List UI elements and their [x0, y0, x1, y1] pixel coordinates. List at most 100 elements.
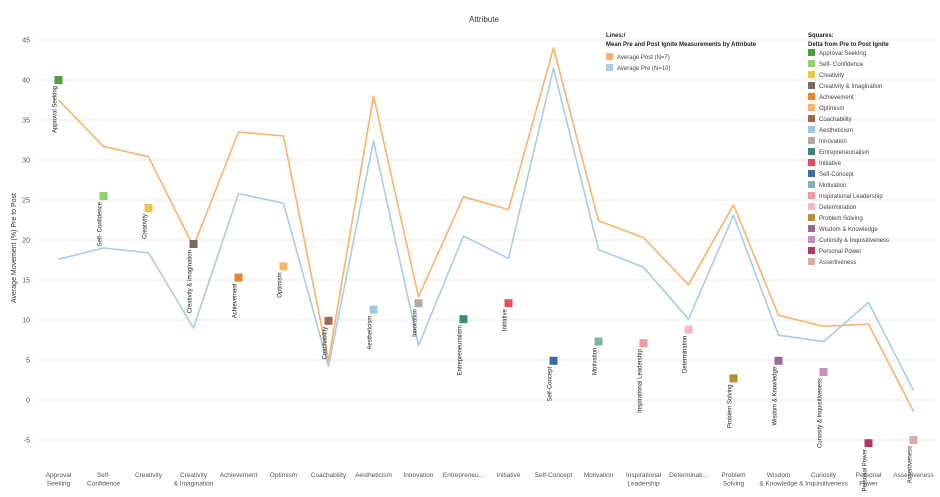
x-tick-label: Approval Seeking	[46, 472, 72, 488]
x-tick-label-part: & Knowledge	[759, 481, 798, 488]
square-label: Determination	[683, 336, 689, 373]
delta-square	[504, 299, 513, 308]
legend-square-swatch	[808, 203, 815, 210]
x-tick-label: Personal Power	[856, 472, 882, 488]
legend-line-label: Average Pre (N=10)	[617, 66, 670, 72]
legend-square-label: Creativity	[819, 73, 844, 79]
x-tick-label: Curiosity & Inquisitiveness	[799, 472, 849, 488]
y-tick-label: 15	[22, 278, 30, 285]
delta-square	[774, 356, 783, 365]
x-tick-label-part: Aestheticism	[355, 472, 392, 479]
legend-square-label: Coachability	[819, 117, 852, 123]
x-tick-label-part: Seeking	[47, 481, 71, 488]
square-label: Self- Confidence	[98, 201, 104, 246]
square-label: Inspirational Leadership	[638, 349, 644, 413]
x-tick-label-part: Innovation	[404, 472, 434, 479]
delta-square	[684, 325, 693, 334]
y-axis: -5 0 5 10 15 20 25 30 35 40 45	[22, 38, 30, 445]
y-tick-label: 40	[22, 78, 30, 85]
x-tick-label: Creativity	[135, 472, 163, 479]
x-tick-label: Entrepreneu...	[443, 472, 484, 479]
legend-square-swatch	[808, 71, 815, 78]
x-tick-label-part: Approval	[46, 472, 72, 479]
delta-square	[279, 262, 288, 271]
x-tick-label: Determinati...	[669, 472, 708, 479]
x-tick-label: Aestheticism	[355, 472, 392, 479]
delta-square	[324, 316, 333, 325]
square-label: Creativity & Imagination	[188, 250, 194, 313]
x-tick-label-part: Initiative	[497, 472, 521, 479]
x-tick-label-part: Self-Concept	[535, 472, 573, 479]
x-tick-label-part: Achievement	[220, 472, 258, 479]
square-label: Initiative	[503, 309, 509, 332]
square-label: Problem Solving	[728, 384, 734, 428]
delta-square	[639, 339, 648, 348]
x-tick-label-part: Confidence	[87, 481, 120, 488]
square-label: Coachability	[323, 327, 329, 360]
x-tick-label-part: Creativity	[180, 472, 208, 479]
legend-square-label: Curiosity & Inquisitiveness	[819, 238, 889, 244]
delta-square	[54, 76, 63, 84]
legend-lines: Lines:/ Mean Pre and Post Ignite Measure…	[606, 33, 757, 72]
delta-square	[549, 356, 558, 365]
x-tick-label: Motivation	[584, 472, 614, 479]
legend-lines-subtitle: Mean Pre and Post Ignite Measurements by…	[606, 42, 757, 48]
legend-square-label: Wisdom & Knowledge	[819, 227, 878, 233]
legend-squares-title: Squares:	[808, 33, 834, 39]
y-tick-label: 0	[26, 398, 30, 405]
x-tick-label-part: Self-	[97, 472, 110, 479]
x-tick-label-part: Motivation	[584, 472, 614, 479]
delta-square	[189, 240, 198, 248]
legend-square-swatch	[808, 82, 815, 89]
legend-square-label: Self-Concept	[819, 172, 854, 178]
legend-square-swatch	[808, 258, 815, 265]
x-tick-label: Self-Concept	[535, 472, 573, 479]
legend-square-swatch	[808, 236, 815, 243]
x-tick-label-part: Optimism	[270, 472, 297, 479]
delta-square	[864, 439, 873, 448]
legend-square-label: Self- Confidence	[819, 62, 864, 68]
delta-square	[369, 305, 378, 314]
x-tick-label-part: Wisdom	[767, 472, 790, 479]
x-tick-label: Inspirational Leadership	[626, 472, 662, 488]
delta-square	[99, 192, 108, 200]
delta-squares: Approval Seeking Self- Confidence Creativi…	[53, 76, 918, 492]
x-axis: Approval Seeking Self- Confidence Creativity…	[46, 472, 935, 488]
grid	[36, 39, 936, 441]
y-tick-label: 20	[22, 238, 30, 245]
x-tick-label: Creativity & Imagination	[174, 472, 214, 488]
legend-square-label: Innovation	[819, 139, 847, 145]
x-tick-label-part: Personal	[856, 472, 882, 479]
legend-square-swatch	[808, 159, 815, 166]
x-tick-label: Problem Solving	[721, 472, 745, 488]
x-tick-label: Optimism	[270, 472, 297, 479]
y-tick-label: 10	[22, 318, 30, 325]
legend-squares: Squares: Delta from Pre to Post Ignite A…	[808, 33, 889, 266]
delta-square	[234, 273, 243, 282]
legend-square-swatch	[808, 115, 815, 122]
y-tick-label: 45	[22, 38, 30, 45]
square-label: Achievement	[233, 283, 239, 318]
y-tick-label: -5	[24, 438, 30, 445]
legend-square-swatch	[808, 49, 815, 56]
legend-square-label: Aestheticism	[819, 128, 853, 134]
square-label: Creativity	[143, 214, 149, 239]
delta-square	[414, 299, 423, 308]
y-tick-label: 25	[22, 198, 30, 205]
delta-square	[729, 374, 738, 383]
square-label: Curiosity & Inquisitiveness	[818, 378, 824, 448]
x-tick-label-part: Solving	[723, 481, 745, 488]
x-tick-label-part: Entrepreneu...	[443, 472, 484, 479]
x-tick-label: Self- Confidence	[87, 472, 120, 488]
x-tick-label-part: Assertiveness	[893, 472, 934, 479]
legend-square-label: Determination	[819, 205, 856, 211]
delta-square	[909, 436, 918, 444]
legend-square-swatch	[808, 192, 815, 199]
square-label: Motivation	[593, 348, 599, 375]
square-label: Innovation	[413, 309, 419, 337]
legend-line-swatch	[606, 53, 613, 60]
x-tick-label-part: Creativity	[135, 472, 163, 479]
x-tick-label: Innovation	[404, 472, 434, 479]
legend-square-swatch	[808, 104, 815, 111]
